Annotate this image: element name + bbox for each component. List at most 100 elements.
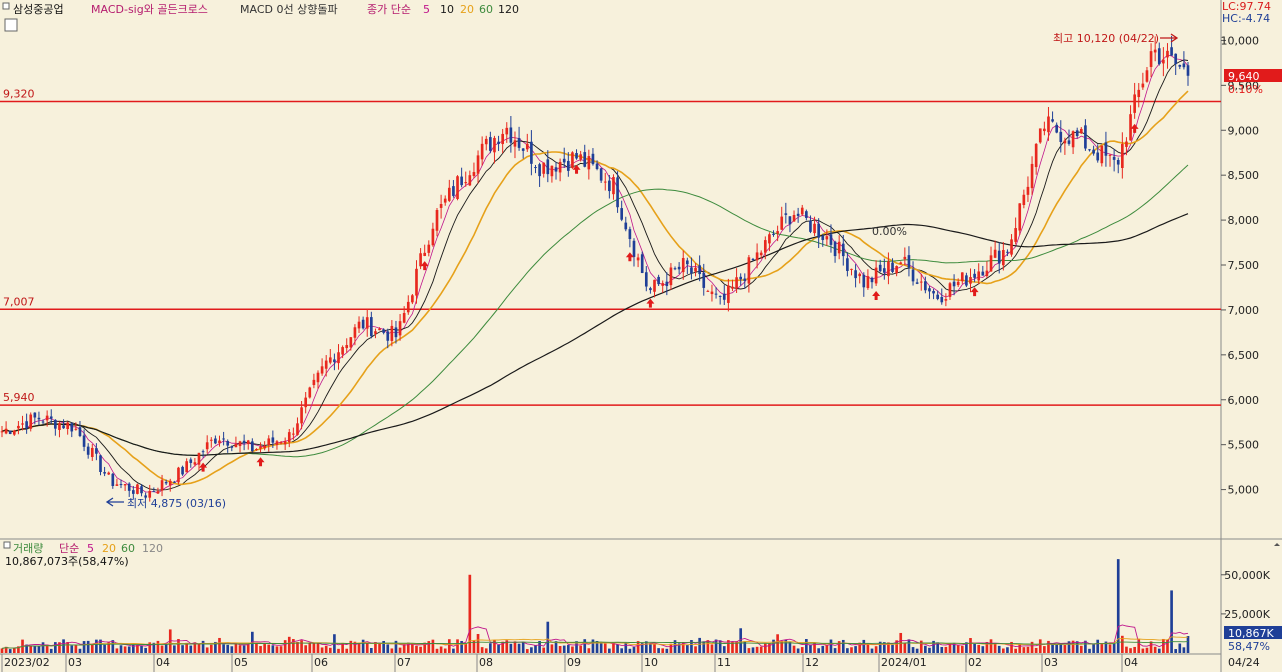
x-tick-label: 04 [156,656,170,669]
volume-bar [29,645,33,653]
candle-body [374,331,377,334]
candle-body [1034,143,1038,168]
volume-collapse-icon[interactable] [3,541,11,549]
volume-bar [649,644,652,653]
low-arrow-icon [105,497,124,507]
volume-bar [12,647,16,653]
candle-body [1071,131,1075,148]
volume-bar [772,639,775,653]
candle-body [948,283,952,297]
candle-body [965,275,968,286]
volume-bar [148,642,152,653]
candle-body [698,265,701,275]
candle-body [657,276,660,285]
volume-bar [370,647,373,653]
volume-bar [698,637,701,653]
candle-body [419,253,422,267]
volume-bar [833,648,837,653]
chart-settings-icon[interactable] [4,18,18,32]
volume-bar [267,644,271,653]
x-tick-label: 02 [968,656,982,669]
candle-body [620,208,624,220]
volume-bar [1133,646,1136,653]
candle-body [644,272,648,287]
volume-bar [320,647,324,653]
y-tick-label: 7,500 [1228,259,1260,272]
volume-bar [784,639,788,653]
candle-body [464,182,468,184]
candle-body [1018,203,1022,231]
candle-body [489,137,492,151]
candle-body [862,274,866,288]
candle-body [1141,83,1145,88]
candle-body [1067,140,1071,144]
candle-body [427,244,431,253]
candle-body [287,432,291,443]
volume-bar [17,646,20,653]
volume-bar [821,645,825,653]
high-annotation: 최고 10,120 (04/22) [1053,32,1159,45]
indicator-macd-zero[interactable]: MACD 0선 상향돌파 [240,3,338,16]
volume-bar [1112,643,1116,653]
candle-body [616,177,619,208]
candle-body [402,313,406,323]
candle-body [735,277,738,289]
candle-body [119,484,123,486]
candle-body [361,319,365,329]
candle-body [0,431,4,433]
volume-bar [665,648,669,653]
volume-bar [476,633,480,653]
volume-bar [550,644,554,653]
candle-body [813,223,816,234]
candle-body [115,484,119,486]
candle-body [95,448,98,454]
candle-body [111,473,115,486]
candle-body [993,249,997,258]
stock-name[interactable]: 삼성중공업 [13,3,64,16]
candle-body [456,176,459,199]
x-tick-label: 06 [314,656,328,669]
collapse-icon[interactable] [2,2,10,10]
volume-bar [739,628,743,653]
volume-bar [747,648,751,653]
candle-body [152,491,156,493]
volume-bar [1162,638,1165,653]
candle-body [924,281,927,291]
candle-body [189,459,193,463]
reference-line-label: 7,007 [3,295,35,308]
candle-body [731,286,734,289]
volume-bar [218,637,221,653]
indicator-macd-sig[interactable]: MACD-sig와 골든크로스 [91,3,208,16]
candle-body [49,416,53,419]
candle-body [694,267,697,272]
volume-bar [1018,644,1022,653]
price-badge-value: 9,640 [1228,70,1260,83]
volume-bar [534,645,537,653]
buy-signal-icon [646,298,655,308]
volume-bar [940,646,944,653]
volume-bar [936,642,939,653]
candle-body [640,254,644,274]
volume-bar [443,648,447,653]
volume-title[interactable]: 거래량 [13,542,43,555]
candle-body [460,176,463,186]
volume-bar [144,647,147,653]
volume-bar [722,646,726,653]
volume-bar [111,640,115,653]
scroll-up-icon[interactable] [1274,543,1280,546]
candle-body [821,235,825,241]
volume-bar [103,644,106,653]
candle-body [54,419,57,429]
volume-bar [1022,647,1026,653]
volume-badge-pct: 58,47% [1228,640,1270,653]
volume-bar [727,640,730,653]
candle-body [1075,130,1079,137]
volume-bar [45,644,49,653]
volume-bar [1092,643,1095,653]
volume-bar [1141,648,1145,653]
candle-body [866,276,870,289]
candle-body [497,141,500,145]
volume-bar [1125,646,1128,653]
volume-bar [874,646,878,653]
volume-bar [1075,641,1079,653]
